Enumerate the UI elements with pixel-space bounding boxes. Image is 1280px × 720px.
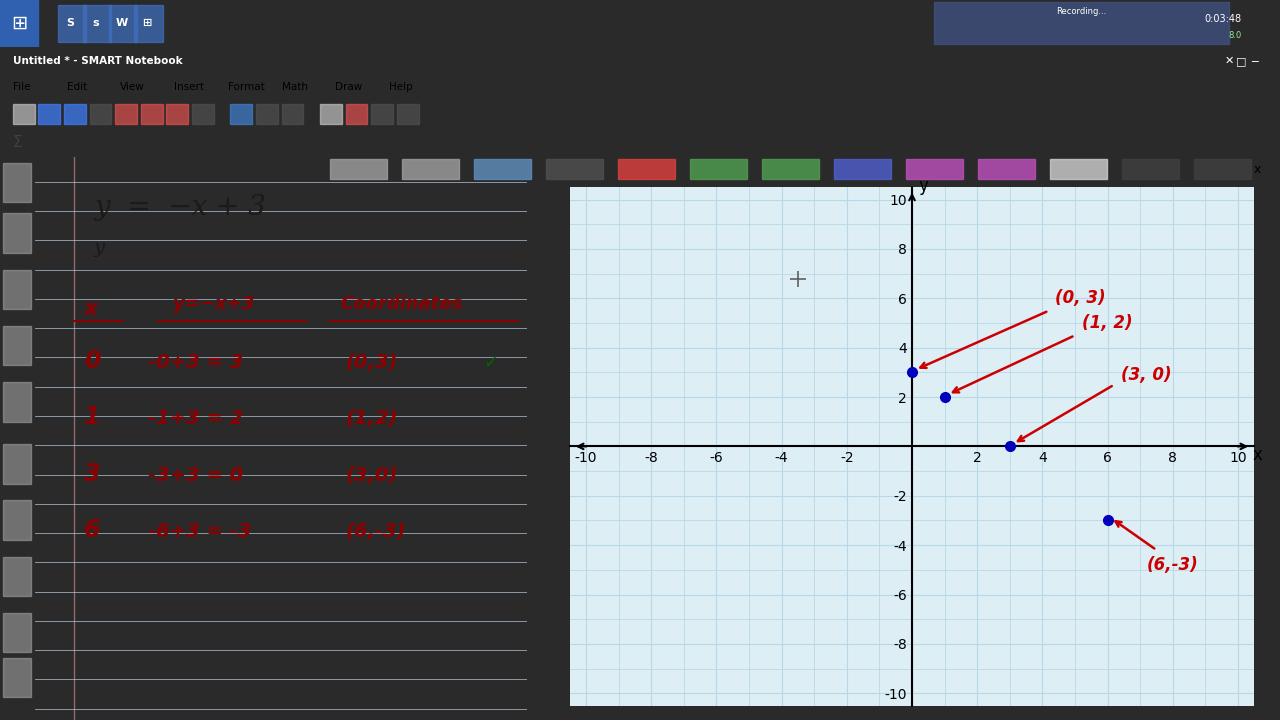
Text: (3, 0): (3, 0) (1121, 366, 1171, 384)
Text: ⊞: ⊞ (142, 19, 152, 28)
Text: (0, 3): (0, 3) (1056, 289, 1106, 307)
Bar (618, 159, 676, 179)
Text: y=−x+3: y=−x+3 (173, 295, 253, 313)
Bar (371, 104, 393, 124)
Text: x: x (1253, 446, 1262, 464)
Bar (346, 104, 367, 124)
Bar (115, 104, 137, 124)
Text: Coordinates: Coordinates (340, 295, 462, 313)
Text: Recording...: Recording... (1056, 7, 1107, 17)
Text: 6: 6 (84, 518, 100, 542)
Text: x: x (1253, 163, 1261, 176)
Bar (934, 2, 1229, 45)
Text: Insert: Insert (174, 83, 204, 92)
Bar (1121, 159, 1179, 179)
Bar (90, 104, 111, 124)
Bar (4, 613, 31, 652)
Text: (6,-3): (6,-3) (1147, 556, 1198, 574)
Text: □: □ (1236, 56, 1247, 66)
Text: Σ: Σ (13, 135, 23, 150)
Bar (192, 104, 214, 124)
Text: (6,-3): (6,-3) (346, 522, 406, 541)
Text: ✓: ✓ (483, 354, 498, 372)
Bar (64, 104, 86, 124)
Text: -1+3 = 2: -1+3 = 2 (148, 410, 243, 428)
Text: Untitled * - SMART Notebook: Untitled * - SMART Notebook (13, 56, 183, 66)
Bar (320, 104, 342, 124)
Bar (402, 159, 460, 179)
Bar (109, 5, 137, 42)
Text: Help: Help (389, 83, 413, 92)
Bar (1050, 159, 1107, 179)
Text: s: s (92, 19, 100, 28)
Text: ⊞: ⊞ (12, 14, 27, 33)
Bar (4, 382, 31, 422)
Bar (4, 326, 31, 365)
Text: ✕: ✕ (1224, 56, 1234, 66)
Bar (4, 213, 31, 253)
Bar (38, 104, 60, 124)
Bar (330, 159, 388, 179)
Text: (1, 2): (1, 2) (1082, 314, 1133, 332)
Bar (690, 159, 748, 179)
Bar (397, 104, 419, 124)
Bar (1193, 159, 1252, 179)
Text: 0:03:48: 0:03:48 (1204, 14, 1242, 24)
Text: (3,0): (3,0) (346, 466, 397, 485)
Bar (13, 104, 35, 124)
Bar (0, 0, 38, 47)
Text: 1: 1 (84, 405, 100, 429)
Text: Draw: Draw (335, 83, 362, 92)
Bar (978, 159, 1036, 179)
Text: 0: 0 (84, 349, 100, 373)
Text: Format: Format (228, 83, 265, 92)
Text: -0+3 = 3: -0+3 = 3 (148, 353, 243, 372)
Bar (474, 159, 531, 179)
Bar (545, 159, 603, 179)
Bar (58, 5, 86, 42)
Bar (906, 159, 963, 179)
Bar (230, 104, 252, 124)
Text: File: File (13, 83, 31, 92)
Text: Edit: Edit (67, 83, 87, 92)
Text: y: y (919, 177, 928, 195)
Text: 8.0: 8.0 (1229, 30, 1242, 40)
Bar (4, 269, 31, 309)
Text: y: y (93, 238, 105, 256)
Bar (4, 557, 31, 596)
Text: -3+3 = 0: -3+3 = 0 (148, 466, 243, 485)
Bar (4, 500, 31, 540)
Text: View: View (120, 83, 145, 92)
Text: x: x (84, 299, 99, 319)
Text: S: S (67, 19, 74, 28)
Bar (4, 444, 31, 484)
Bar (141, 104, 163, 124)
Bar (83, 5, 111, 42)
Bar (4, 163, 31, 202)
Text: ─: ─ (1251, 56, 1258, 66)
Bar (134, 5, 163, 42)
Text: y  =  −x + 3: y = −x + 3 (93, 194, 265, 221)
Bar (256, 104, 278, 124)
Text: 3: 3 (84, 462, 100, 486)
Bar (282, 104, 303, 124)
Bar (762, 159, 819, 179)
Text: (1,2): (1,2) (346, 410, 397, 428)
Text: (0,3): (0,3) (346, 353, 397, 372)
Text: Math: Math (282, 83, 307, 92)
Text: -6+3 = -3: -6+3 = -3 (148, 522, 251, 541)
Bar (4, 658, 31, 698)
Bar (833, 159, 891, 179)
Text: W: W (115, 19, 128, 28)
Bar (166, 104, 188, 124)
